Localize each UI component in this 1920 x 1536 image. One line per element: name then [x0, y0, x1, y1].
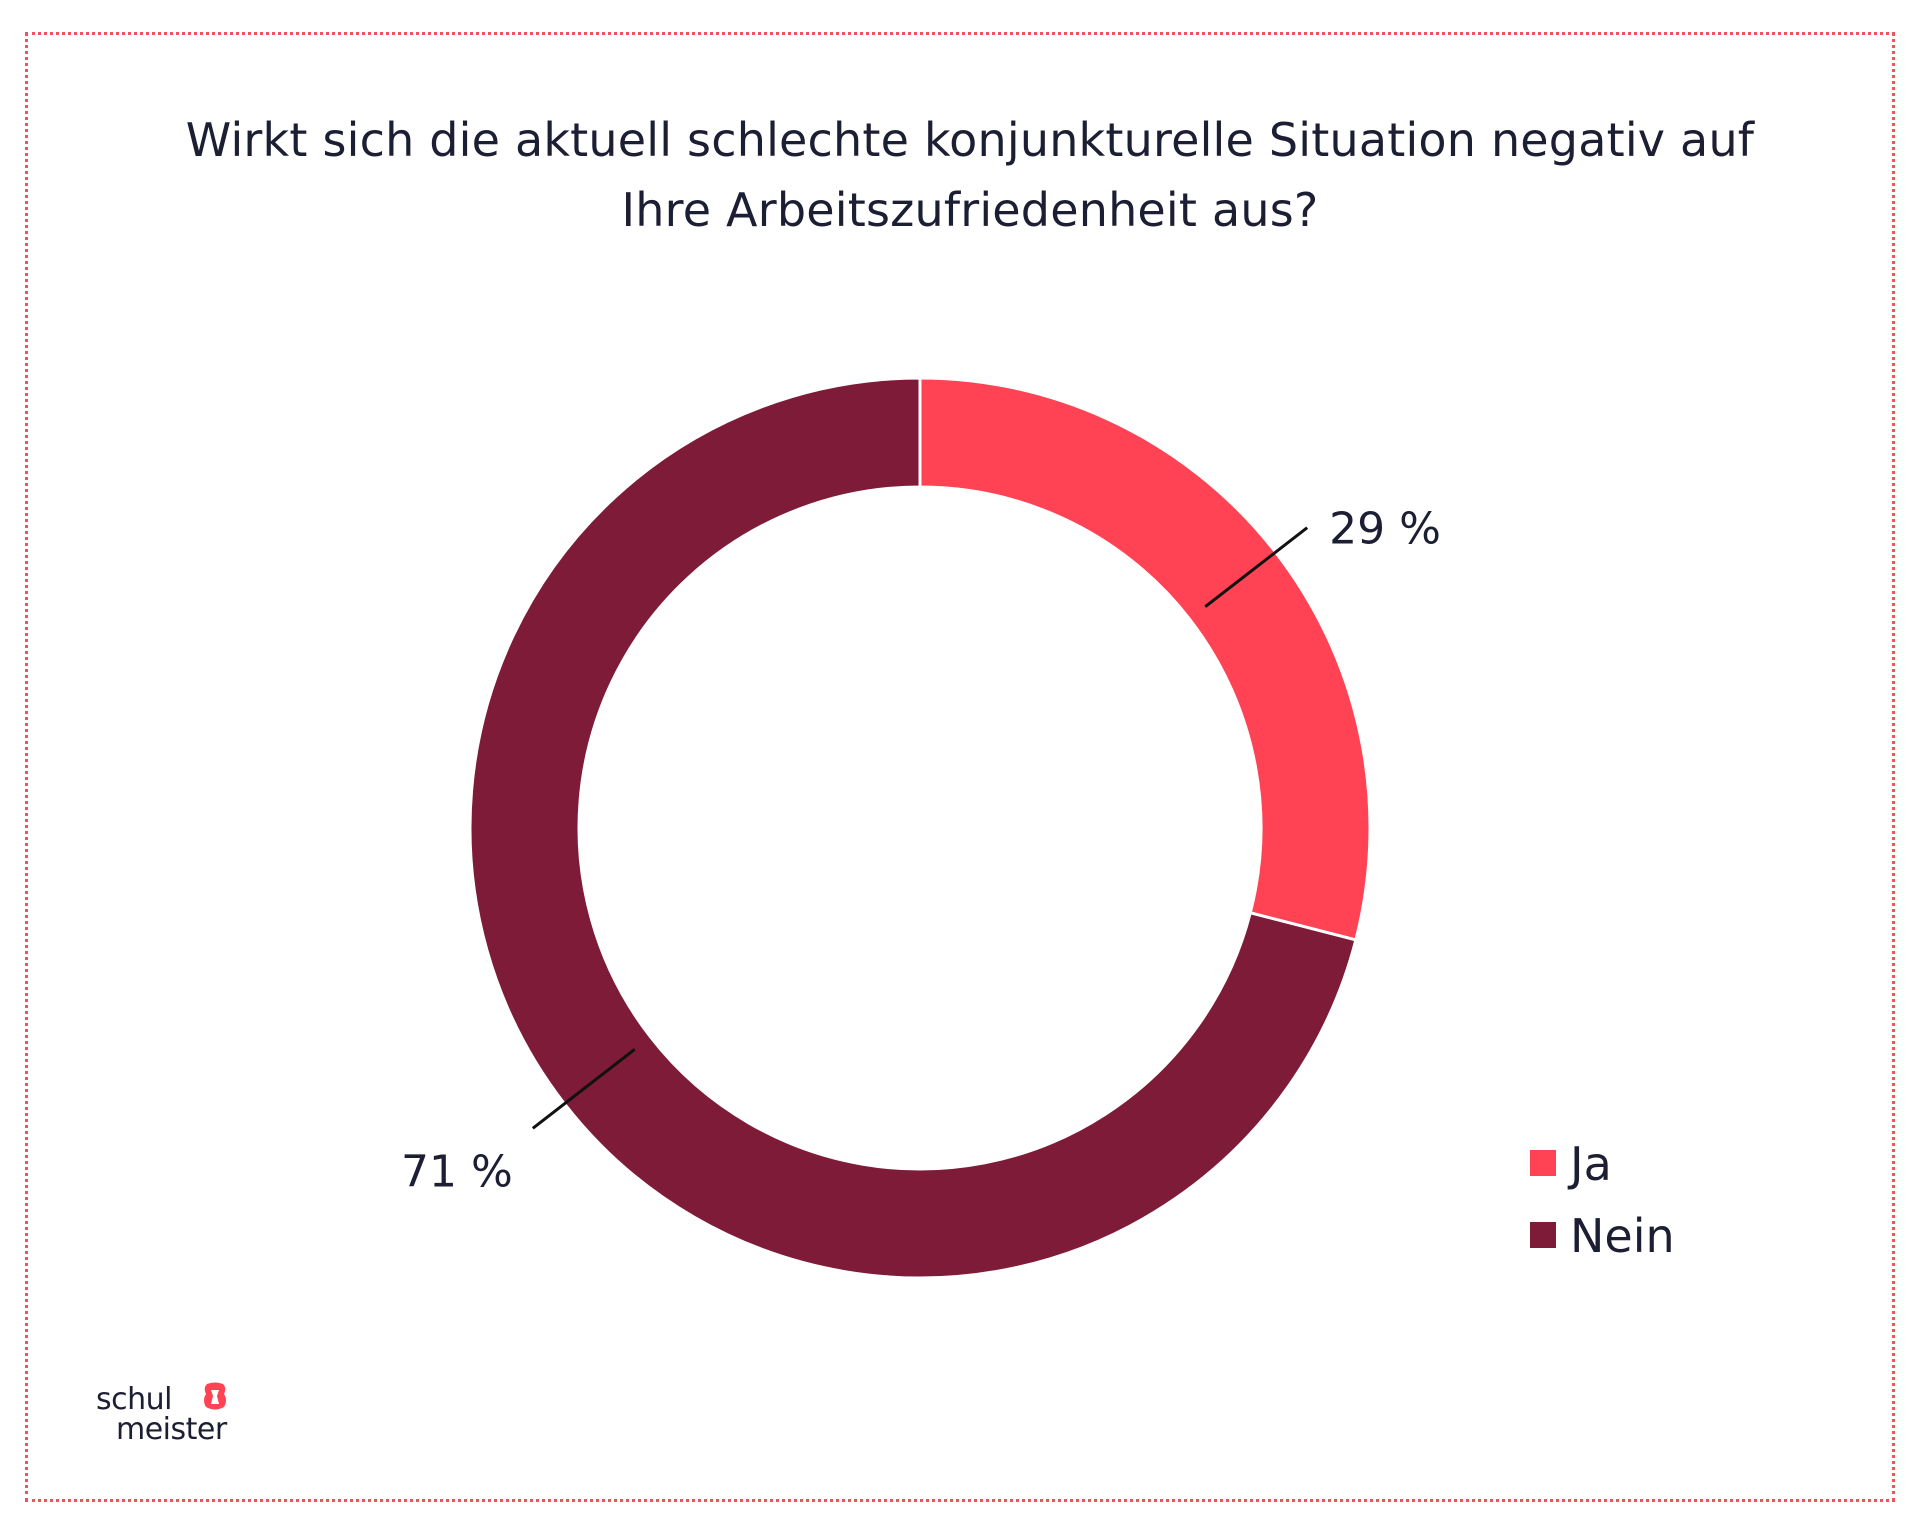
dotted-frame — [25, 32, 1895, 1502]
leader-line-ja — [1204, 526, 1309, 608]
data-label-ja: 29 % — [1329, 504, 1441, 555]
leader-line-nein — [531, 1048, 636, 1130]
slice-ja — [918, 376, 1372, 942]
logo-mark-icon — [204, 1382, 226, 1410]
schulmeister-logo: schul meister — [96, 1382, 276, 1462]
slices-layer — [468, 376, 1372, 1280]
chart-title-line-1: Wirkt sich die aktuell schlechte konjunk… — [185, 113, 1755, 167]
legend-label-ja: Ja — [1567, 1137, 1612, 1191]
logo-text-line-2: meister — [116, 1412, 227, 1447]
logo-text-line-1: schul — [96, 1382, 173, 1417]
legend-swatch-nein — [1530, 1222, 1556, 1248]
chart-title: Wirkt sich die aktuell schlechte konjunk… — [160, 105, 1780, 245]
legend-label-nein: Nein — [1570, 1209, 1675, 1263]
data-labels: 29 % 71 % — [401, 504, 1441, 1198]
chart-title-line-2: Ihre Arbeitszufriedenheit aus? — [621, 183, 1319, 237]
data-label-nein: 71 % — [401, 1146, 513, 1197]
leader-lines — [531, 526, 1309, 1130]
legend-swatch-ja — [1530, 1150, 1556, 1176]
legend: Ja Nein — [1530, 1137, 1675, 1263]
slice-nein — [468, 376, 1358, 1280]
